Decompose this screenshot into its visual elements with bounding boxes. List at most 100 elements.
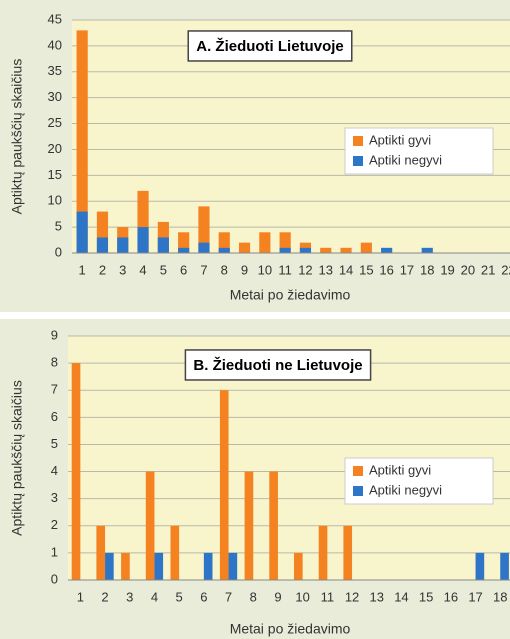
y-tick-label: 10	[48, 193, 62, 208]
y-tick-label: 7	[51, 382, 58, 397]
x-tick-label: 21	[481, 262, 495, 277]
x-tick-label: 6	[200, 589, 207, 604]
y-axis-label: Aptiktų paukščių skaičius	[9, 59, 25, 215]
bar	[218, 232, 230, 253]
legend-label: Aptiki negyvi	[369, 482, 442, 497]
x-tick-label: 19	[440, 262, 454, 277]
y-tick-label: 3	[51, 490, 58, 505]
x-tick-label: 9	[241, 262, 248, 277]
bar	[96, 237, 109, 253]
bar	[218, 247, 230, 253]
x-tick-label: 2	[99, 262, 106, 277]
x-tick-label: 13	[370, 589, 384, 604]
bar	[137, 190, 149, 253]
x-tick-label: 11	[321, 589, 335, 604]
y-tick-label: 30	[48, 89, 62, 104]
x-tick-label: 5	[160, 262, 167, 277]
bar	[360, 242, 372, 253]
x-tick-label: 2	[101, 589, 108, 604]
x-tick-label: 7	[225, 589, 232, 604]
x-tick-label: 8	[221, 262, 228, 277]
x-tick-label: 15	[419, 589, 433, 604]
bar	[269, 471, 278, 580]
bar	[105, 552, 114, 580]
x-axis-label: Metai po žiedavimo	[230, 621, 351, 637]
bar	[96, 211, 109, 253]
bar	[178, 247, 190, 253]
y-tick-label: 1	[51, 544, 58, 559]
x-tick-label: 11	[278, 262, 292, 277]
bar	[137, 227, 149, 253]
x-tick-label: 18	[493, 589, 507, 604]
legend-swatch	[353, 136, 363, 146]
x-tick-label: 14	[394, 589, 408, 604]
bar	[500, 552, 509, 580]
bar	[238, 242, 251, 253]
x-tick-label: 10	[258, 262, 272, 277]
y-tick-label: 4	[51, 463, 58, 478]
y-tick-label: 5	[51, 436, 58, 451]
bar	[259, 232, 271, 253]
x-tick-label: 3	[126, 589, 133, 604]
bar	[299, 247, 312, 253]
bar	[178, 232, 190, 253]
x-tick-label: 1	[79, 262, 86, 277]
y-tick-label: 25	[48, 115, 62, 130]
x-axis-label: Metai po žiedavimo	[230, 287, 351, 303]
legend-label: Aptikti gyvi	[369, 462, 431, 477]
y-axis-label: Aptiktų paukščių skaičius	[9, 380, 25, 536]
x-tick-label: 5	[176, 589, 183, 604]
bar	[475, 552, 485, 580]
x-tick-label: 6	[180, 262, 187, 277]
legend-box	[344, 457, 494, 505]
y-tick-label: 2	[51, 517, 58, 532]
x-tick-label: 12	[345, 589, 359, 604]
bar	[279, 232, 291, 253]
legend-swatch	[353, 466, 363, 476]
bar	[170, 525, 180, 580]
bar	[203, 552, 213, 580]
title-box	[184, 349, 372, 381]
y-tick-label: 15	[48, 167, 62, 182]
bar	[228, 552, 238, 580]
legend-label: Aptikti gyvi	[369, 132, 431, 147]
x-tick-label: 4	[151, 589, 158, 604]
chart-title: A. Žieduoti Lietuvoje	[196, 37, 344, 55]
bar	[320, 247, 332, 253]
legend-box	[344, 127, 494, 175]
bar	[381, 247, 393, 253]
y-tick-label: 0	[55, 244, 62, 259]
bar	[76, 211, 88, 253]
bar	[121, 552, 130, 580]
x-tick-label: 17	[468, 589, 482, 604]
x-tick-label: 1	[77, 589, 84, 604]
x-tick-label: 3	[119, 262, 126, 277]
x-tick-label: 17	[400, 262, 414, 277]
bar	[343, 525, 353, 580]
x-tick-label: 14	[339, 262, 353, 277]
y-tick-label: 8	[51, 355, 58, 370]
y-tick-label: 40	[48, 37, 62, 52]
bar	[96, 525, 106, 580]
x-tick-label: 8	[250, 589, 257, 604]
y-tick-label: 5	[55, 219, 62, 234]
x-tick-label: 10	[295, 589, 309, 604]
bar	[198, 242, 210, 253]
bar	[117, 237, 129, 253]
x-tick-label: 16	[444, 589, 458, 604]
bar	[294, 552, 303, 580]
bar	[340, 247, 352, 253]
legend-swatch	[353, 156, 363, 166]
bar	[421, 247, 433, 253]
x-tick-label: 12	[298, 262, 312, 277]
y-tick-label: 45	[48, 11, 62, 26]
x-tick-label: 16	[379, 262, 393, 277]
x-tick-label: 7	[200, 262, 207, 277]
bar	[219, 390, 229, 580]
x-tick-label: 20	[461, 262, 475, 277]
bar	[279, 247, 291, 253]
y-tick-label: 0	[51, 571, 58, 586]
bar	[71, 363, 81, 580]
title-box	[187, 30, 353, 62]
